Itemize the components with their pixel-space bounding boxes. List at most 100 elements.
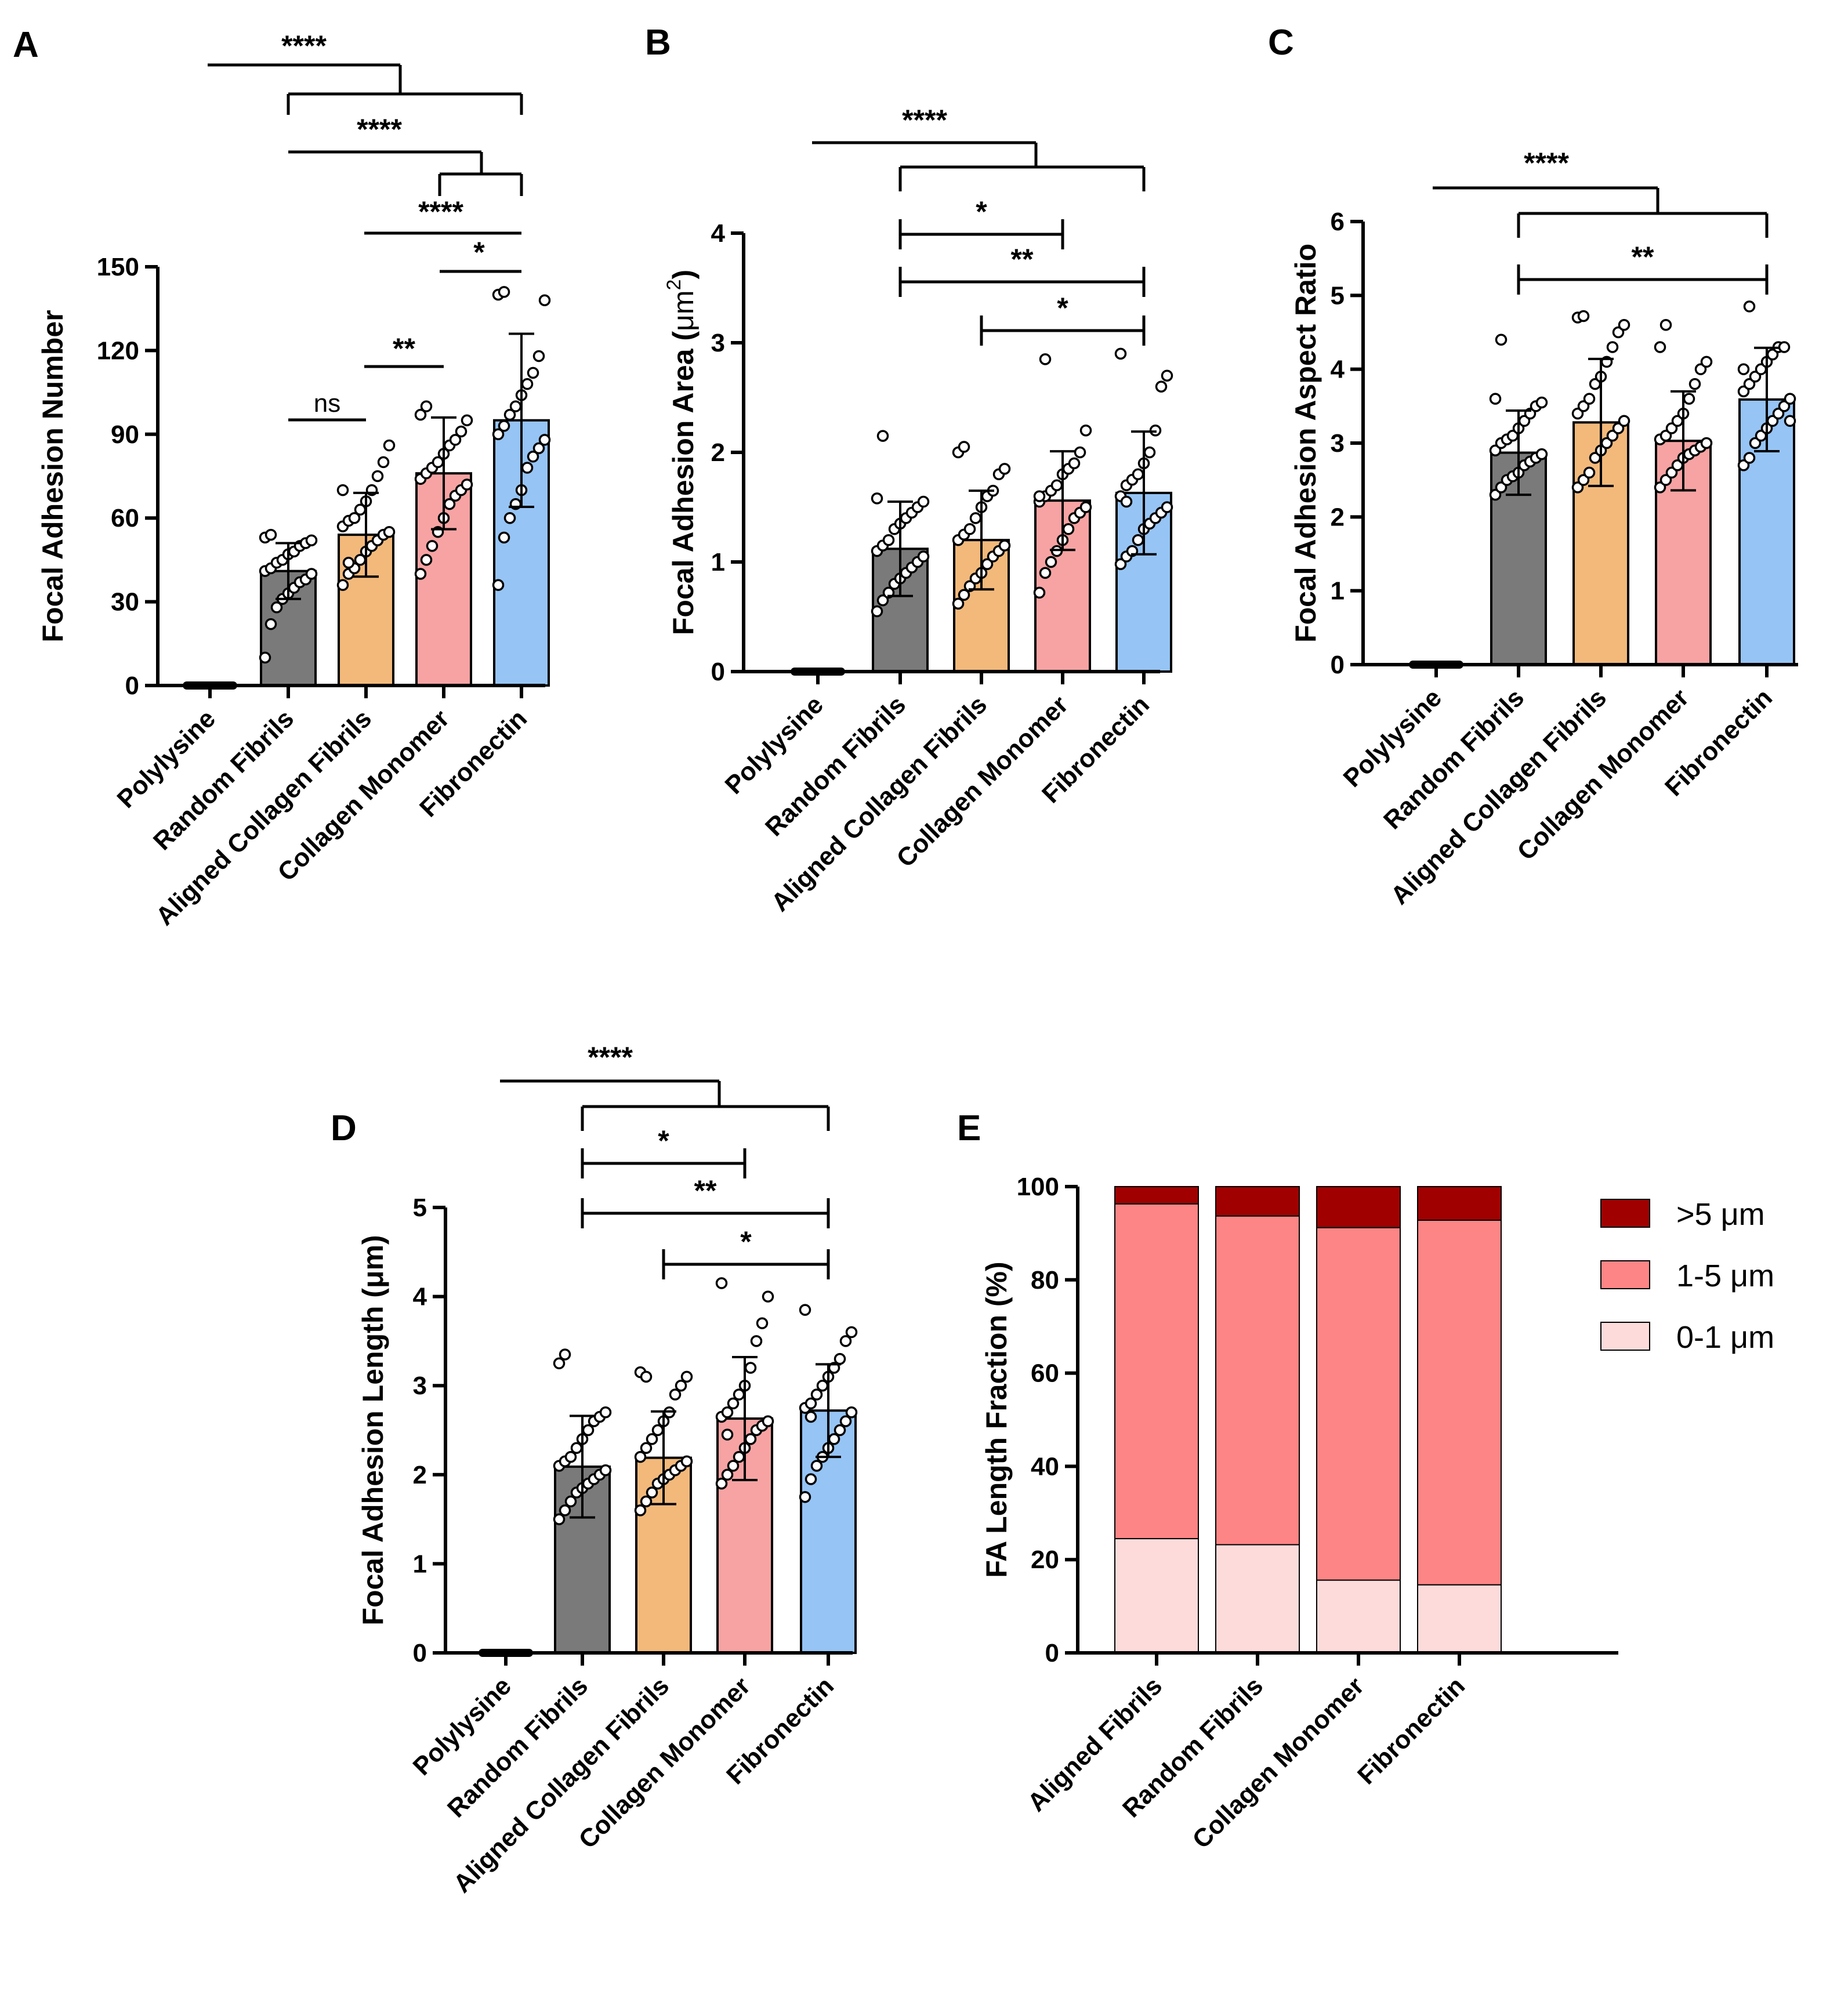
data-point	[461, 478, 473, 491]
significance-label: ****	[418, 195, 463, 228]
data-point	[1535, 396, 1548, 409]
data-point	[1079, 501, 1092, 513]
significance-label: ****	[281, 30, 327, 62]
data-point	[1583, 393, 1596, 405]
data-point	[264, 528, 277, 541]
data-point	[564, 1495, 577, 1508]
data-point	[998, 463, 1011, 475]
panel-label: A	[13, 25, 39, 65]
data-point	[805, 1397, 817, 1410]
y-tick-label: 20	[1031, 1546, 1059, 1574]
data-point	[1050, 479, 1063, 491]
data-point	[805, 1410, 817, 1423]
data-point	[1618, 415, 1630, 427]
data-point	[1074, 446, 1086, 459]
data-point	[420, 554, 433, 566]
significance-label: *	[976, 195, 987, 228]
data-point	[834, 1424, 846, 1437]
data-point	[1778, 341, 1791, 353]
data-point	[917, 495, 930, 508]
data-point	[336, 579, 349, 591]
y-tick-label: 0	[1331, 651, 1345, 679]
legend-label: 0-1 μm	[1676, 1320, 1774, 1355]
data-point	[952, 597, 965, 610]
y-tick-label: 90	[111, 420, 139, 449]
data-point	[963, 523, 976, 535]
data-point	[1120, 495, 1133, 508]
stacked-bar-segment	[1215, 1215, 1300, 1546]
data-point	[845, 1326, 858, 1339]
data-point	[553, 1513, 566, 1525]
data-point	[264, 618, 277, 630]
y-tick-label: 1	[711, 548, 725, 576]
data-point	[680, 1455, 693, 1468]
data-point	[1132, 468, 1144, 481]
data-point	[1132, 534, 1144, 546]
data-point	[305, 534, 318, 546]
data-point	[509, 400, 522, 412]
legend-label: >5 μm	[1676, 1197, 1765, 1232]
data-point	[1161, 369, 1173, 382]
data-point	[839, 1415, 852, 1427]
y-tick-label: 1	[1331, 577, 1345, 605]
data-point	[634, 1504, 647, 1517]
y-tick-label: 3	[1331, 429, 1345, 458]
stacked-bar-segment	[1417, 1219, 1502, 1586]
data-point	[721, 1468, 734, 1481]
data-point	[1114, 347, 1127, 360]
data-point	[371, 470, 384, 483]
significance-label: ****	[1524, 147, 1569, 179]
y-tick-label: 0	[711, 658, 725, 686]
data-point	[1079, 424, 1092, 437]
y-axis-title: FA Length Fraction (%)	[980, 1261, 1013, 1577]
data-point	[1700, 356, 1713, 368]
stacked-bar-segment	[1316, 1579, 1401, 1653]
data-point	[383, 439, 396, 452]
data-point	[503, 512, 516, 524]
significance-label: **	[694, 1174, 717, 1207]
x-category-label: Fibronectin	[1352, 1671, 1470, 1790]
y-tick-label: 2	[711, 438, 725, 467]
data-point	[1577, 310, 1590, 322]
data-point	[634, 1450, 647, 1463]
data-point	[805, 1473, 817, 1485]
legend-swatch	[1600, 1199, 1650, 1228]
significance-label: *	[1057, 292, 1068, 324]
data-point	[270, 601, 283, 614]
data-point	[882, 534, 895, 546]
data-point	[640, 1370, 653, 1383]
data-point	[1114, 558, 1127, 571]
data-point	[715, 1477, 728, 1490]
data-point	[1062, 523, 1075, 535]
y-tick-label: 120	[97, 336, 139, 365]
data-point	[449, 434, 462, 446]
data-point	[1688, 378, 1701, 390]
y-tick-label: 4	[711, 219, 726, 248]
data-point	[876, 430, 889, 442]
data-point	[521, 378, 534, 390]
y-tick-label: 40	[1031, 1452, 1059, 1481]
y-axis-title-main: Focal Adhesion Area (	[667, 331, 700, 636]
data-point	[646, 1486, 658, 1499]
data-point	[521, 462, 534, 474]
data-point	[675, 1379, 687, 1392]
data-point	[498, 286, 510, 298]
data-point	[762, 1290, 774, 1303]
data-point	[917, 550, 930, 563]
y-tick-label: 60	[1031, 1359, 1059, 1388]
data-point	[342, 556, 355, 569]
data-point	[461, 414, 473, 426]
data-point	[1033, 586, 1046, 599]
y-tick-label: 6	[1331, 208, 1345, 236]
stacked-bar-segment	[1215, 1186, 1300, 1217]
data-point	[958, 589, 970, 601]
data-point	[1143, 446, 1156, 459]
data-point	[669, 1388, 682, 1401]
y-tick-label: 0	[413, 1639, 427, 1667]
data-point	[845, 1406, 858, 1419]
panel-label: E	[957, 1108, 981, 1148]
